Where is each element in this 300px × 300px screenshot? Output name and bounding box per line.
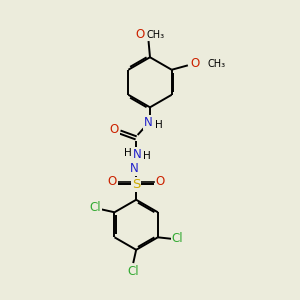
Text: N: N bbox=[133, 148, 142, 160]
Text: CH₃: CH₃ bbox=[207, 59, 225, 69]
Text: N: N bbox=[130, 162, 139, 175]
Text: O: O bbox=[191, 57, 200, 70]
Text: S: S bbox=[132, 178, 140, 191]
Text: O: O bbox=[136, 28, 145, 41]
Text: N: N bbox=[144, 116, 153, 129]
Text: H: H bbox=[155, 120, 163, 130]
Text: Cl: Cl bbox=[128, 266, 139, 278]
Text: O: O bbox=[107, 175, 117, 188]
Text: H: H bbox=[124, 148, 132, 158]
Text: Cl: Cl bbox=[172, 232, 183, 245]
Text: H: H bbox=[143, 151, 151, 160]
Text: Cl: Cl bbox=[89, 201, 100, 214]
Text: CH₃: CH₃ bbox=[147, 30, 165, 40]
Text: O: O bbox=[156, 175, 165, 188]
Text: O: O bbox=[110, 123, 119, 136]
